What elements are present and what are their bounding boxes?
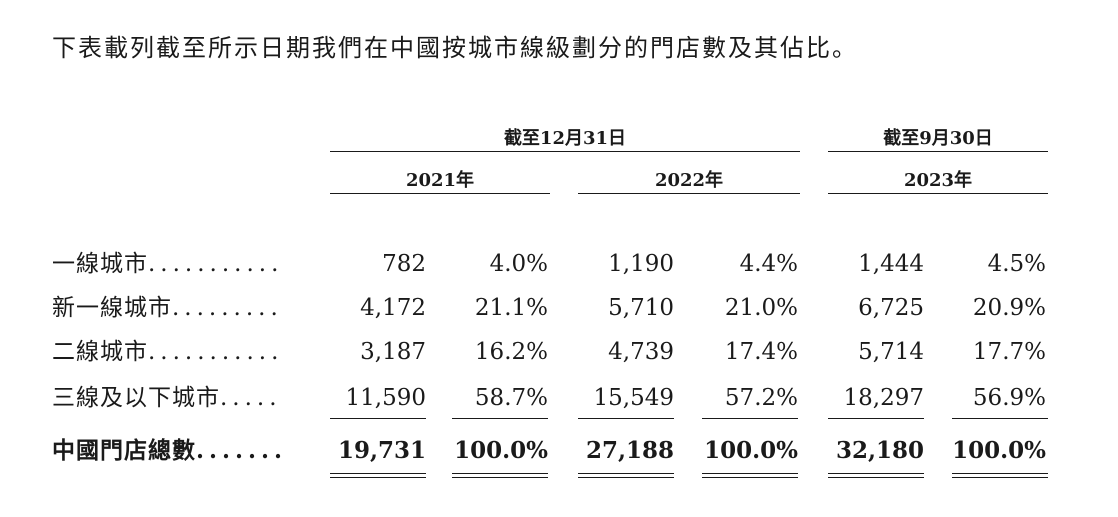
table-row: 三線及以下城市..... 11,590 58.7% 15,549 57.2% 1… bbox=[52, 378, 1052, 418]
leader-dots: ........... bbox=[148, 251, 284, 277]
row-label: 三線及以下城市..... bbox=[52, 378, 282, 418]
total-double-rule bbox=[702, 473, 798, 478]
cell-2021-count: 3,187 bbox=[360, 339, 426, 365]
cell-2022-percent: 57.2% bbox=[724, 385, 798, 411]
leader-dots: ..... bbox=[220, 385, 282, 411]
cell-2023-count: 1,444 bbox=[858, 251, 924, 277]
cell-2023-percent: 4.5% bbox=[987, 251, 1046, 277]
total-double-rule bbox=[330, 473, 426, 478]
table-total-row: 中國門店總數....... 19,731 100.0% 27,188 100.0… bbox=[52, 431, 1052, 471]
row-label: 二線城市........... bbox=[52, 332, 283, 372]
cell-2023-count: 6,725 bbox=[858, 295, 924, 321]
total-double-rule bbox=[578, 473, 674, 478]
cell-2022-count: 1,190 bbox=[608, 251, 674, 277]
table-row: 新一線城市......... 4,172 21.1% 5,710 21.0% 6… bbox=[52, 288, 1052, 328]
cell-2023-count: 5,714 bbox=[858, 339, 924, 365]
subtotal-rule bbox=[452, 418, 548, 419]
header-rule-dec31 bbox=[330, 151, 800, 152]
cell-2023-count: 18,297 bbox=[843, 385, 924, 411]
cell-2021-count: 782 bbox=[382, 251, 426, 277]
leader-dots: ....... bbox=[196, 437, 288, 464]
row-label-text: 新一線城市 bbox=[52, 295, 172, 321]
cell-2022-percent: 4.4% bbox=[739, 251, 798, 277]
total-double-rule bbox=[828, 473, 924, 478]
cell-2022-percent: 21.0% bbox=[724, 295, 798, 321]
total-2021-percent: 100.0% bbox=[454, 437, 548, 464]
header-rule-2021 bbox=[330, 193, 550, 194]
total-2022-percent: 100.0% bbox=[704, 437, 798, 464]
cell-2021-count: 11,590 bbox=[345, 385, 426, 411]
header-rule-2023 bbox=[828, 193, 1048, 194]
row-label-text: 二線城市 bbox=[52, 339, 148, 365]
cell-2021-percent: 16.2% bbox=[474, 339, 548, 365]
total-2023-count: 32,180 bbox=[835, 437, 924, 464]
header-year-2021: 2021年 bbox=[405, 170, 475, 191]
subtotal-rule bbox=[702, 418, 798, 419]
cell-2021-percent: 4.0% bbox=[489, 251, 548, 277]
cell-2023-percent: 56.9% bbox=[972, 385, 1046, 411]
subtotal-rule bbox=[952, 418, 1048, 419]
cell-2022-count: 15,549 bbox=[593, 385, 674, 411]
header-group-sep30: 截至9月30日 bbox=[883, 128, 993, 149]
row-label-text: 一線城市 bbox=[52, 251, 148, 277]
cell-2023-percent: 20.9% bbox=[972, 295, 1046, 321]
header-rule-2022 bbox=[578, 193, 800, 194]
table-row: 二線城市........... 3,187 16.2% 4,739 17.4% … bbox=[52, 332, 1052, 372]
total-2021-count: 19,731 bbox=[337, 437, 426, 464]
header-year-2022: 2022年 bbox=[654, 170, 724, 191]
leader-dots: ......... bbox=[172, 295, 283, 321]
total-2022-count: 27,188 bbox=[585, 437, 674, 464]
header-rule-sep30 bbox=[828, 151, 1048, 152]
row-label: 新一線城市......... bbox=[52, 288, 283, 328]
subtotal-rule bbox=[330, 418, 426, 419]
header-group-dec31: 截至12月31日 bbox=[503, 128, 627, 149]
cell-2023-percent: 17.7% bbox=[972, 339, 1046, 365]
total-double-rule bbox=[952, 473, 1048, 478]
cell-2021-count: 4,172 bbox=[360, 295, 426, 321]
intro-paragraph: 下表載列截至所示日期我們在中國按城市線級劃分的門店數及其佔比。 bbox=[52, 34, 858, 62]
row-label-text: 三線及以下城市 bbox=[52, 385, 220, 411]
cell-2022-percent: 17.4% bbox=[724, 339, 798, 365]
total-label: 中國門店總數....... bbox=[52, 431, 287, 471]
leader-dots: ........... bbox=[148, 339, 284, 365]
subtotal-rule bbox=[828, 418, 924, 419]
row-label: 一線城市........... bbox=[52, 244, 283, 284]
cell-2021-percent: 21.1% bbox=[474, 295, 548, 321]
total-label-text: 中國門店總數 bbox=[52, 437, 196, 464]
cell-2022-count: 4,739 bbox=[608, 339, 674, 365]
table-row: 一線城市........... 782 4.0% 1,190 4.4% 1,44… bbox=[52, 244, 1052, 284]
cell-2022-count: 5,710 bbox=[608, 295, 674, 321]
total-double-rule bbox=[452, 473, 548, 478]
subtotal-rule bbox=[578, 418, 674, 419]
header-year-2023: 2023年 bbox=[903, 170, 973, 191]
total-2023-percent: 100.0% bbox=[952, 437, 1046, 464]
cell-2021-percent: 58.7% bbox=[474, 385, 548, 411]
